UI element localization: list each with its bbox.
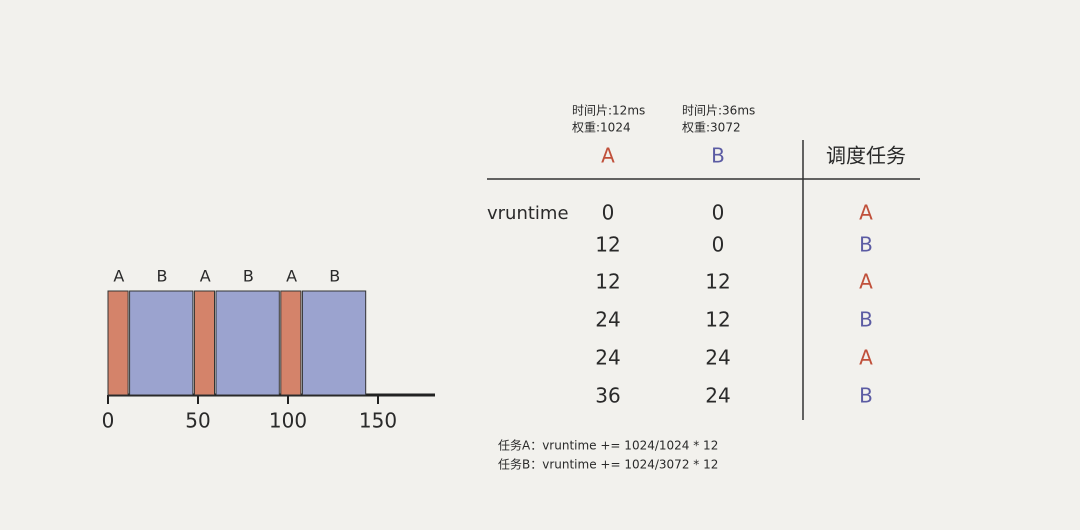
tick-label: 150 — [359, 409, 397, 433]
vruntime-value: 0 — [712, 201, 725, 225]
time-slice — [215, 290, 280, 396]
task-slice: 时间片:36ms — [682, 104, 755, 118]
task-name: A — [601, 144, 615, 168]
vruntime-value: 0 — [712, 233, 725, 257]
slice-label: A — [113, 267, 124, 286]
task-weight: 权重:1024 — [572, 121, 631, 135]
formula: 任务A：vruntime += 1024/1024 * 12 — [498, 438, 718, 453]
vruntime-value: 0 — [602, 201, 615, 225]
vruntime-value: 24 — [595, 308, 620, 332]
slice-label: A — [286, 267, 297, 286]
row-label: vruntime — [487, 203, 569, 224]
vruntime-value: 12 — [595, 233, 620, 257]
scheduled-task: B — [859, 233, 873, 257]
time-slice — [301, 290, 367, 396]
task-weight: 权重:3072 — [682, 121, 741, 135]
scheduled-task: B — [859, 384, 873, 408]
time-slice — [129, 290, 194, 396]
vruntime-value: 24 — [705, 346, 730, 370]
vruntime-value: 12 — [705, 270, 730, 294]
vruntime-value: 24 — [595, 346, 620, 370]
time-slice — [280, 290, 302, 396]
schedule-header: 调度任务 — [826, 144, 906, 168]
scheduled-task: B — [859, 308, 873, 332]
formula: 任务B：vruntime += 1024/3072 * 12 — [498, 457, 718, 472]
task-slice: 时间片:12ms — [572, 104, 645, 118]
vruntime-value: 12 — [705, 308, 730, 332]
slice-label: A — [200, 267, 211, 286]
slice-label: B — [329, 267, 340, 286]
tick-label: 0 — [102, 409, 115, 433]
scheduled-task: A — [859, 270, 873, 294]
scheduled-task: A — [859, 346, 873, 370]
vruntime-value: 36 — [595, 384, 620, 408]
vruntime-value: 24 — [705, 384, 730, 408]
vruntime-value: 12 — [595, 270, 620, 294]
time-slice — [107, 290, 129, 396]
task-name: B — [711, 144, 725, 168]
tick-label: 100 — [269, 409, 307, 433]
tick-label: 50 — [185, 409, 210, 433]
slice-label: B — [157, 267, 168, 286]
scheduled-task: A — [859, 201, 873, 225]
slice-label: B — [243, 267, 254, 286]
time-slice — [193, 290, 215, 396]
